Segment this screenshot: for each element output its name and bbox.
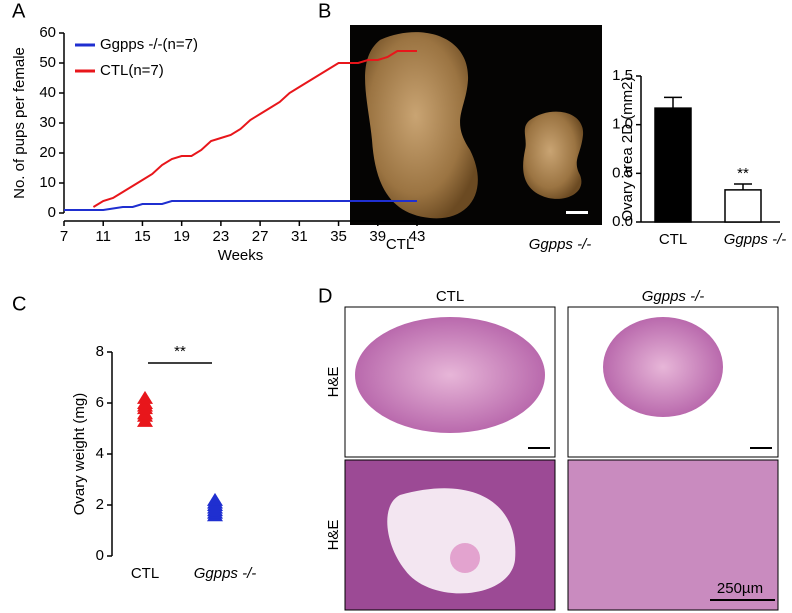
x-tick-label: 19 bbox=[173, 228, 190, 245]
x-tick-label: Ggpps -/- bbox=[194, 565, 257, 582]
caption: Ggpps -/- bbox=[529, 236, 592, 253]
error-bar bbox=[734, 183, 752, 190]
line bbox=[92, 50, 417, 208]
x-tick-label: 43 bbox=[409, 228, 426, 245]
y-tick-label: 1.0 bbox=[612, 116, 633, 133]
scale-label: 250µm bbox=[717, 580, 763, 597]
y-tick-label: 2 bbox=[96, 496, 104, 513]
point bbox=[137, 390, 153, 404]
column-label: Ggpps -/- bbox=[642, 288, 705, 305]
x-tick-label: 11 bbox=[95, 228, 111, 245]
y-tick-label: 10 bbox=[39, 174, 56, 191]
oocyte bbox=[450, 543, 480, 573]
follicle bbox=[387, 488, 516, 594]
y-tick-label: 0.5 bbox=[612, 164, 633, 181]
y-tick-label: 40 bbox=[39, 84, 56, 101]
legend-label: CTL(n=7) bbox=[100, 62, 164, 79]
x-tick-label: CTL bbox=[131, 565, 159, 582]
y-tick-label: 20 bbox=[39, 144, 56, 161]
legend-label: Ggpps -/-(n=7) bbox=[100, 36, 198, 53]
row-label: H&E bbox=[325, 367, 342, 398]
caption: CTL bbox=[386, 236, 414, 253]
x-tick-label: 23 bbox=[213, 228, 230, 245]
x-tick-label: 15 bbox=[134, 228, 151, 245]
scale-bar bbox=[566, 211, 588, 214]
x-tick-label: Ggpps -/- bbox=[724, 231, 787, 248]
y-tick-label: 0 bbox=[96, 547, 104, 564]
y-tick-label: 4 bbox=[96, 445, 104, 462]
annotation: ** bbox=[174, 343, 186, 360]
x-tick-label: CTL bbox=[659, 231, 687, 248]
micrograph bbox=[567, 459, 779, 611]
annotation: ** bbox=[737, 165, 749, 182]
panel-label: C bbox=[12, 293, 26, 315]
x-tick-label: 39 bbox=[369, 228, 386, 245]
y-tick-label: 50 bbox=[39, 54, 56, 71]
x-tick-label: 27 bbox=[252, 228, 269, 245]
y-tick-label: 30 bbox=[39, 114, 56, 131]
y-tick-label: 6 bbox=[96, 394, 104, 411]
column-label: CTL bbox=[436, 288, 464, 305]
error-bar bbox=[664, 96, 682, 109]
panel-label: B bbox=[318, 0, 331, 22]
y-tick-label: 0 bbox=[48, 204, 56, 221]
y-axis-label: Ovary area 2D (mm2) bbox=[619, 76, 636, 221]
y-axis-label: Ovary weight (mg) bbox=[71, 393, 88, 516]
ovary-photo bbox=[523, 111, 584, 199]
x-tick-label: 31 bbox=[291, 228, 308, 245]
point bbox=[207, 492, 223, 506]
tissue bbox=[603, 317, 723, 417]
y-tick-label: 60 bbox=[39, 24, 56, 41]
ovary-photo bbox=[365, 32, 478, 219]
y-tick-label: 8 bbox=[96, 343, 104, 360]
y-tick-label: 1.5 bbox=[612, 67, 633, 84]
y-axis-label: No. of pups per female bbox=[11, 47, 28, 199]
x-tick-label: 35 bbox=[330, 228, 347, 245]
row-label: H&E bbox=[325, 520, 342, 551]
y-tick-label: 0.0 bbox=[612, 213, 633, 230]
bar bbox=[724, 189, 762, 223]
bar bbox=[654, 107, 692, 223]
tissue bbox=[355, 317, 545, 433]
x-tick-label: 7 bbox=[60, 228, 68, 245]
line bbox=[64, 200, 417, 211]
x-axis-label: Weeks bbox=[218, 247, 264, 264]
panel-label: A bbox=[12, 0, 26, 22]
panel-label: D bbox=[318, 285, 332, 307]
